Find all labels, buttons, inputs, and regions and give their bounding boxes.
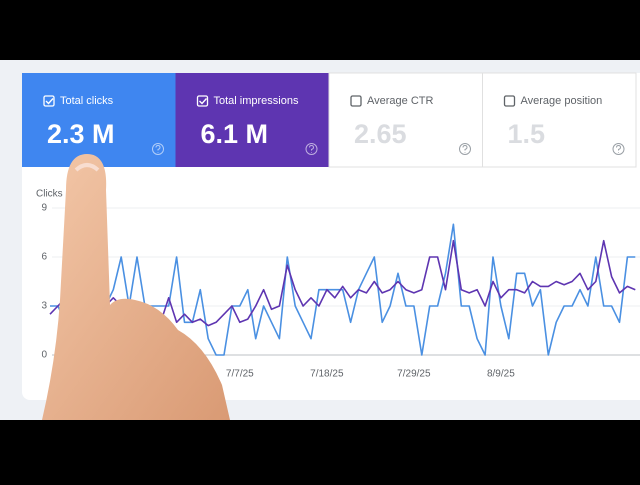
metric-tile[interactable]: Total impressions 6.1 M: [175, 73, 330, 167]
checkbox[interactable]: [196, 95, 209, 107]
help-icon[interactable]: [152, 143, 164, 155]
tile-background: [22, 73, 176, 167]
x-tick-label: 7/29/25: [397, 369, 431, 380]
fingernail: [74, 163, 100, 172]
checkmark: [199, 98, 208, 105]
tile-background: [328, 72, 483, 168]
metric-label: Total impressions: [214, 95, 299, 107]
top-bar: [0, 0, 640, 60]
checkbox[interactable]: [43, 95, 55, 107]
tile-background: [175, 73, 329, 167]
metric-value: 6.1 M: [201, 119, 269, 149]
help-icon[interactable]: [305, 143, 318, 155]
hand: [42, 154, 230, 420]
metric-label: Average position: [521, 95, 603, 107]
help-icon[interactable]: [459, 143, 471, 155]
help-icon[interactable]: [612, 143, 625, 155]
metric-value: 2.3 M: [47, 119, 115, 149]
checkbox[interactable]: [350, 95, 362, 107]
help-glyph: [309, 144, 315, 153]
checkmark: [45, 98, 54, 105]
x-tick-label: 8/9/25: [487, 369, 515, 380]
y-axis-label: Clicks: [36, 189, 63, 200]
metric-value: 2.65: [354, 119, 407, 149]
help-glyph: [155, 144, 161, 153]
y-tick-label: 9: [41, 203, 47, 214]
tile-background: [482, 72, 637, 168]
metric-tile[interactable]: Average CTR 2.65: [328, 72, 483, 168]
checkbox[interactable]: [503, 95, 516, 107]
help-glyph: [462, 144, 468, 153]
y-tick-label: 0: [41, 350, 47, 361]
metric-tile[interactable]: Average position 1.5: [482, 72, 637, 168]
bottom-bar: [0, 420, 640, 480]
help-glyph: [616, 144, 622, 153]
metric-value: 1.5: [508, 119, 546, 149]
metric-tiles: Total clicks 2.3 M Total impressions 6.1 M A…: [22, 72, 637, 168]
y-tick-label: 6: [41, 252, 47, 263]
x-tick-label: 7/7/25: [226, 369, 254, 380]
metric-label: Total clicks: [60, 95, 114, 107]
metric-label: Average CTR: [367, 95, 433, 107]
x-tick-label: 7/18/25: [310, 369, 344, 380]
metric-tile[interactable]: Total clicks 2.3 M: [22, 73, 176, 167]
y-tick-label: 3: [41, 301, 47, 312]
